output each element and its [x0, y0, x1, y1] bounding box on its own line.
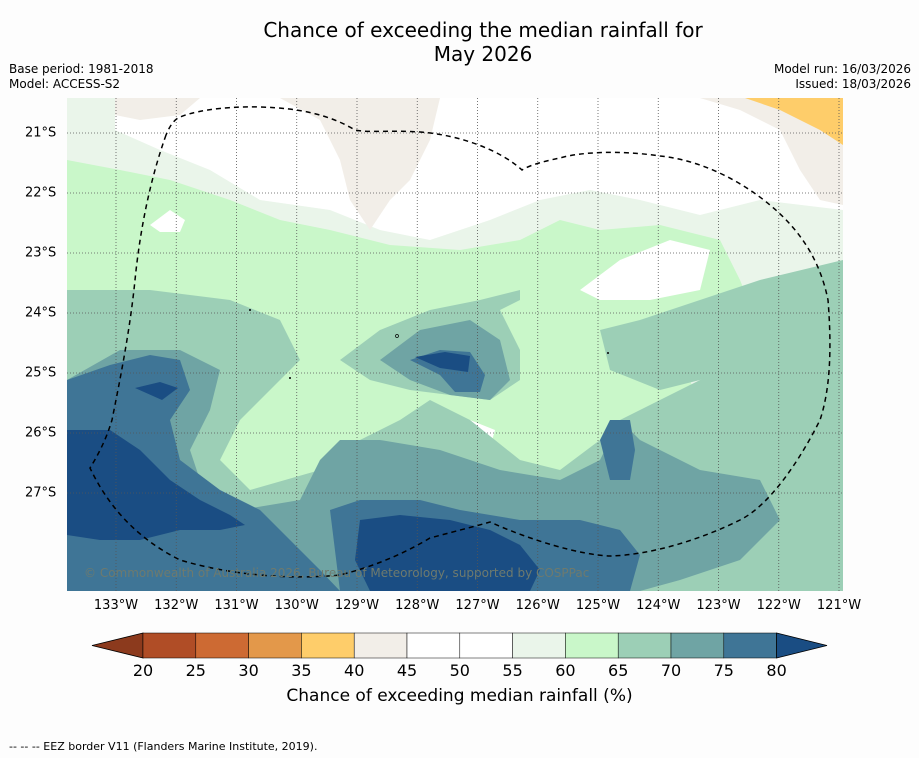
contour-40 — [745, 98, 843, 145]
colorbar-segment — [248, 632, 302, 659]
colorbar — [91, 632, 828, 659]
y-tick-label: 22°S — [25, 185, 57, 201]
colorbar-tick-label: 70 — [660, 661, 682, 680]
contour-45 — [280, 98, 440, 230]
x-tick-label: 131°W — [214, 598, 259, 613]
x-tick-label: 123°W — [696, 598, 741, 613]
contour-50b — [580, 240, 710, 300]
x-tick-label: 125°W — [575, 598, 621, 613]
colorbar-tick-label: 80 — [766, 661, 787, 680]
x-tick-label: 127°W — [455, 598, 500, 613]
colorbar-tick-label: 50 — [449, 661, 470, 680]
contour-45c — [115, 98, 200, 120]
title-line-1: Chance of exceeding the median rainfall … — [263, 18, 703, 42]
x-tick-label: 126°W — [515, 598, 560, 613]
colorbar-tick-label: 25 — [185, 661, 206, 680]
map-area — [67, 98, 843, 591]
model-name: Model: ACCESS-S2 — [9, 77, 121, 91]
x-tick-label: 130°W — [274, 598, 319, 613]
y-tick-label: 23°S — [25, 245, 57, 261]
copyright-notice: © Commonwealth of Australia 2026, Bureau… — [84, 566, 590, 580]
chart-title: Chance of exceeding the median rainfall … — [0, 18, 919, 66]
x-tick-label: 133°W — [93, 598, 139, 613]
x-tick-label: 122°W — [756, 598, 801, 613]
island-dot — [249, 309, 251, 311]
base-period: Base period: 1981-2018 — [9, 62, 154, 76]
contour-80 — [67, 430, 245, 540]
gridlines — [67, 98, 843, 591]
island-dot — [289, 377, 291, 379]
colorbar-segment — [353, 632, 408, 659]
colorbar-segment — [459, 632, 513, 659]
contour-75d — [600, 420, 635, 480]
colorbar-segment — [142, 632, 197, 659]
colorbar-tick-label: 75 — [713, 661, 734, 680]
eez-border — [89, 106, 831, 578]
island-dot — [607, 352, 609, 354]
x-tick-label: 132°W — [154, 598, 199, 613]
x-tick-label: 124°W — [636, 598, 681, 613]
colorbar-tick-label: 40 — [344, 661, 365, 680]
contour-65c — [600, 260, 843, 390]
colorbar-segment — [723, 632, 777, 659]
colorbar-segment — [406, 632, 461, 659]
contour-80d — [415, 352, 470, 372]
colorbar-label: Chance of exceeding median rainfall (%) — [286, 686, 633, 706]
colorbar-segment — [670, 632, 725, 659]
y-tick-label: 25°S — [25, 365, 57, 381]
colorbar-tick-label: 30 — [238, 661, 259, 680]
colorbar-segment — [195, 632, 249, 659]
contour-45b — [700, 98, 843, 205]
y-tick-label: 26°S — [25, 425, 57, 441]
contour-80c — [135, 382, 178, 400]
colorbar-segment — [512, 632, 566, 659]
eez-footnote: -- -- -- EEZ border V11 (Flanders Marine… — [9, 740, 318, 753]
x-tick-label: 128°W — [395, 598, 440, 613]
contour-50 — [115, 98, 843, 240]
title-line-2: May 2026 — [433, 42, 533, 66]
meta-right: Model run: 16/03/2026 Issued: 18/03/2026 — [774, 62, 911, 92]
island-dot — [395, 334, 399, 338]
colorbar-segment — [565, 632, 619, 659]
y-tick-label: 21°S — [25, 125, 57, 141]
colorbar-tick-label: 45 — [396, 661, 418, 680]
issued-date: Issued: 18/03/2026 — [795, 77, 911, 91]
meta-left: Base period: 1981-2018 Model: ACCESS-S2 — [9, 62, 154, 92]
x-tick-label: 129°W — [334, 598, 380, 613]
colorbar-tick-label: 60 — [555, 661, 576, 680]
y-tick-label: 27°S — [25, 485, 57, 501]
colorbar-segment — [301, 632, 355, 659]
colorbar-extend-high — [776, 632, 828, 659]
colorbar-segment — [617, 632, 672, 659]
colorbar-tick-label: 55 — [502, 661, 523, 680]
colorbar-tick-label: 20 — [132, 661, 154, 680]
colorbar-extend-low — [91, 632, 144, 659]
model-run: Model run: 16/03/2026 — [773, 62, 911, 76]
colorbar-tick-label: 65 — [608, 661, 629, 680]
x-tick-label: 121°W — [816, 598, 862, 613]
contour-80b — [355, 515, 540, 591]
colorbar-tick-label: 35 — [291, 661, 312, 680]
y-tick-label: 24°S — [25, 305, 57, 321]
